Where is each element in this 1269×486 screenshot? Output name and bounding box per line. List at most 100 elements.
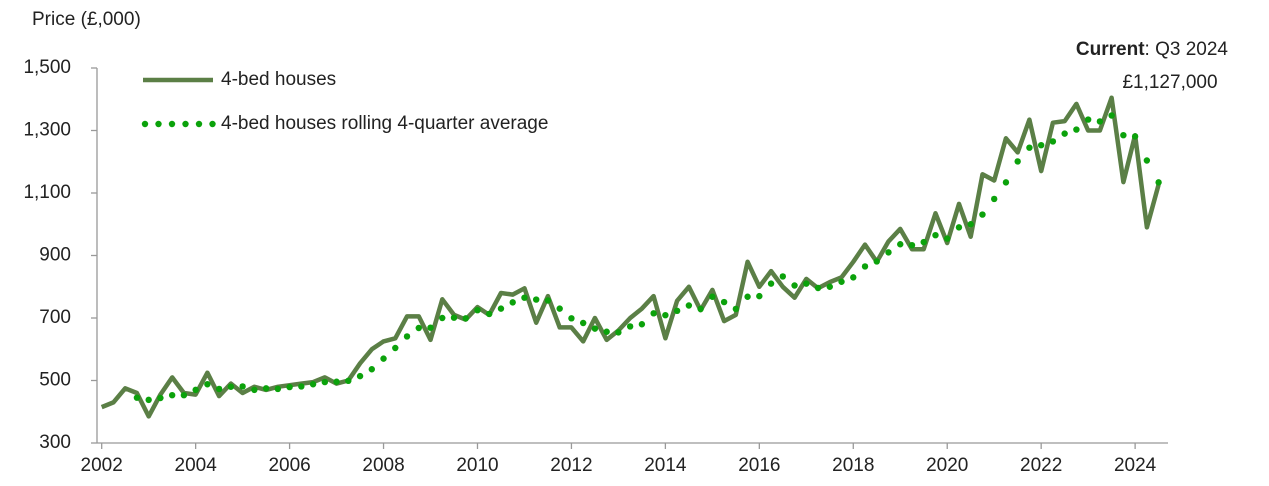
legend-swatch	[168, 120, 176, 128]
x-tick-label: 2020	[926, 455, 968, 476]
average-point	[873, 258, 880, 265]
average-point	[1026, 144, 1033, 151]
legend-swatch	[209, 120, 216, 128]
average-point	[1084, 116, 1092, 123]
price-line	[100, 95, 1161, 419]
average-point	[861, 263, 869, 270]
average-point	[967, 221, 974, 228]
average-point	[1120, 131, 1127, 139]
x-tick-label: 2012	[550, 455, 592, 476]
average-point	[932, 231, 939, 239]
x-tick-label: 2004	[175, 455, 218, 476]
y-tick-label: 500	[39, 370, 71, 391]
x-tick-label: 2008	[362, 455, 404, 476]
average-point	[626, 323, 634, 330]
average-point	[850, 274, 857, 281]
legend-swatch	[141, 120, 149, 128]
legend-swatch	[182, 120, 189, 128]
average-point	[662, 311, 669, 319]
average-point	[650, 310, 657, 317]
average-point	[251, 386, 258, 394]
x-tick-label: 2010	[456, 455, 498, 476]
y-tick-label: 1,100	[23, 182, 71, 203]
average-point	[415, 324, 422, 332]
average-point	[227, 383, 235, 390]
average-point	[1037, 141, 1045, 149]
x-tick-label: 2024	[1114, 455, 1157, 476]
average-point	[204, 381, 211, 388]
average-point	[392, 344, 399, 352]
average-point	[439, 314, 446, 322]
legend-label: 4-bed houses rolling 4-quarter average	[221, 113, 548, 134]
average-point	[591, 325, 599, 332]
y-tick-label: 300	[39, 432, 71, 453]
y-tick-label: 700	[39, 307, 71, 328]
average-point	[732, 305, 740, 313]
average-point	[615, 329, 622, 336]
average-point	[908, 241, 916, 249]
average-point	[697, 305, 704, 313]
average-point	[192, 386, 199, 394]
average-point	[814, 284, 822, 292]
average-point	[979, 211, 986, 218]
average-point	[215, 385, 223, 393]
average-point	[838, 278, 845, 285]
average-point	[638, 321, 646, 328]
average-point	[309, 381, 317, 388]
average-point	[779, 273, 787, 280]
legend-swatch	[155, 120, 162, 128]
legend-label: 4-bed houses	[221, 69, 336, 90]
average-point	[533, 296, 540, 303]
average-point	[1049, 138, 1057, 145]
x-tick-label: 2006	[268, 455, 310, 476]
x-tick-label: 2002	[81, 455, 123, 476]
average-point	[274, 385, 282, 393]
average-point	[920, 238, 927, 246]
average-point	[239, 383, 246, 390]
average-point	[544, 297, 552, 304]
average-point	[180, 391, 188, 399]
average-point	[321, 378, 329, 386]
average-point	[1108, 112, 1115, 119]
y-axis-label: Price (£,000)	[32, 9, 141, 30]
average-point	[1096, 118, 1104, 125]
average-point	[509, 299, 516, 306]
x-tick-label: 2016	[738, 455, 780, 476]
average-point	[298, 383, 305, 390]
average-point	[885, 249, 892, 256]
average-point	[990, 195, 998, 203]
average-point	[168, 391, 176, 399]
average-point	[145, 396, 152, 404]
x-tick-label: 2022	[1020, 455, 1062, 476]
x-tick-label: 2014	[644, 455, 687, 476]
annotation-lead: Current	[1076, 39, 1145, 60]
annotation-text: : Q3 2024	[1145, 39, 1229, 60]
average-point	[286, 383, 293, 391]
average-point	[803, 280, 810, 287]
x-tick-label: 2018	[832, 455, 874, 476]
average-point	[380, 355, 387, 362]
y-tick-label: 900	[39, 245, 71, 266]
average-point	[709, 293, 716, 300]
average-point	[603, 328, 610, 335]
average-point	[486, 310, 493, 318]
average-point	[497, 305, 505, 312]
average-point	[1073, 126, 1080, 133]
average-point	[157, 394, 164, 402]
y-tick-label: 1,500	[23, 57, 71, 78]
average-point	[450, 314, 458, 321]
average-point	[133, 394, 141, 401]
average-point	[1131, 133, 1139, 140]
average-point	[720, 298, 728, 306]
average-point	[767, 280, 775, 287]
average-point	[756, 292, 763, 300]
average-point	[1061, 130, 1068, 137]
average-point	[1014, 158, 1021, 165]
average-point	[897, 241, 904, 248]
average-point	[744, 293, 751, 300]
average-point	[791, 282, 798, 289]
average-point	[955, 224, 963, 231]
average-point	[345, 377, 352, 385]
average-point	[403, 333, 411, 340]
